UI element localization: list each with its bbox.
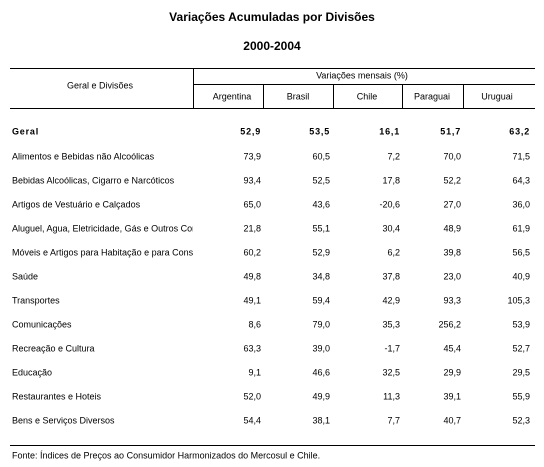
cell: 71,5 [512,151,530,161]
cell: 39,1 [443,391,461,401]
cell: 17,8 [382,175,400,185]
cell: 55,1 [312,223,330,233]
subtitle: 2000-2004 [243,39,301,53]
cell: 53,5 [309,126,330,136]
cell: 34,8 [312,271,330,281]
cell: 51,7 [440,126,461,136]
cell: 32,5 [382,367,400,377]
cell: 6,2 [387,247,400,257]
row-label: Restaurantes e Hoteis [12,391,102,401]
cell: 39,0 [312,343,330,353]
cell: 59,4 [312,295,330,305]
row-label: Comunicações [12,319,72,329]
cell: 93,3 [443,295,461,305]
cell: 105,3 [507,295,530,305]
row-label: Saúde [12,271,38,281]
cell: 70,0 [443,151,461,161]
row-header: Geral e Divisões [67,80,134,90]
cell: -1,7 [384,343,400,353]
column-header: Uruguai [481,91,513,101]
column-header: Argentina [213,91,252,101]
cell: 48,9 [443,223,461,233]
row-label: Bens e Serviços Diversos [12,415,115,425]
cell: 42,9 [382,295,400,305]
cell: 7,7 [387,415,400,425]
cell: 39,8 [443,247,461,257]
cell: 27,0 [443,199,461,209]
cell: 256,2 [438,319,461,329]
cell: 40,9 [512,271,530,281]
cell: 43,6 [312,199,330,209]
cell: 8,6 [248,319,261,329]
cell: 52,9 [240,126,261,136]
cell: 64,3 [512,175,530,185]
row-label: Aluguel, Agua, Eletricidade, Gás e Outro… [12,223,236,233]
title: Variações Acumuladas por Divisões [169,10,375,24]
cell: 52,5 [312,175,330,185]
cell: 7,2 [387,151,400,161]
cell: 56,5 [512,247,530,257]
cell: 65,0 [243,199,261,209]
cell: 38,1 [312,415,330,425]
footnote: Fonte: Índices de Preços ao Consumidor H… [12,450,320,460]
cell: 11,3 [383,391,400,401]
row-label: Alimentos e Bebidas não Alcoólicas [12,151,155,161]
cell: 54,4 [243,415,261,425]
cell: 37,8 [382,271,400,281]
cell: 52,2 [443,175,461,185]
cell: 52,7 [512,343,530,353]
cell: 52,9 [312,247,330,257]
column-header: Paraguai [414,91,450,101]
row-label: Móveis e Artigos para Habitação e para C… [12,247,225,257]
cell: 93,4 [243,175,261,185]
cell: 45,4 [443,343,461,353]
cell: 53,9 [512,319,530,329]
cell: 73,9 [243,151,261,161]
cell: 29,9 [443,367,461,377]
row-label: Bebidas Alcoólicas, Cigarro e Narcóticos [12,175,175,185]
cell: 79,0 [312,319,330,329]
cell: 29,5 [512,367,530,377]
cell: 30,4 [382,223,400,233]
cell: 63,3 [243,343,261,353]
cell: 21,8 [243,223,261,233]
cell: -20,6 [379,199,400,209]
cell: 55,9 [512,391,530,401]
cell: 60,2 [243,247,261,257]
cell: 40,7 [443,415,461,425]
cell: 63,2 [509,126,530,136]
cell: 49,8 [243,271,261,281]
cell: 52,0 [243,391,261,401]
column-header: Brasil [287,91,310,101]
row-label: Geral [12,126,39,136]
row-label: Transportes [12,295,60,305]
cell: 49,9 [312,391,330,401]
cell: 46,6 [312,367,330,377]
cell: 52,3 [512,415,530,425]
cell: 49,1 [243,295,261,305]
cell: 60,5 [312,151,330,161]
cell: 23,0 [443,271,461,281]
cell: 35,3 [382,319,400,329]
row-label: Recreação e Cultura [12,343,95,353]
cell: 61,9 [512,223,530,233]
group-header: Variações mensais (%) [316,70,408,80]
column-header: Chile [357,91,378,101]
row-label: Educação [12,367,52,377]
cell: 36,0 [512,199,530,209]
cell: 9,1 [248,367,261,377]
row-label: Artigos de Vestuário e Calçados [12,199,141,209]
cell: 16,1 [379,126,400,136]
